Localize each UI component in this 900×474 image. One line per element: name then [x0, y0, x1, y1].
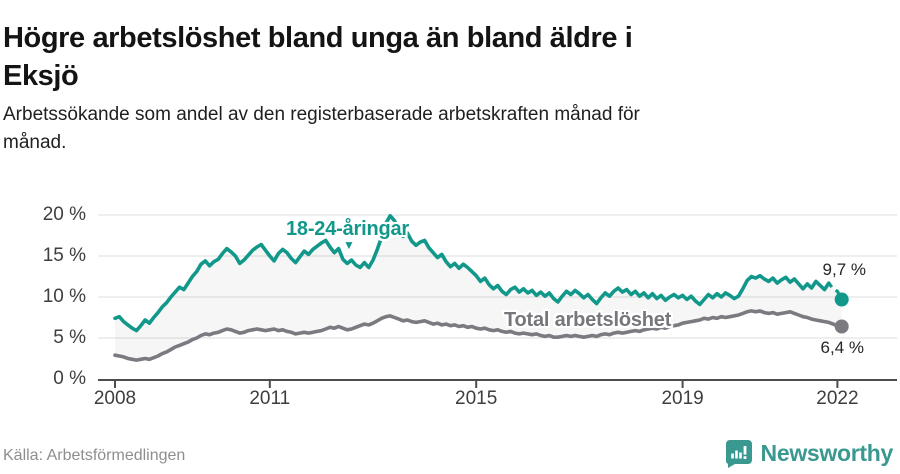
- end-dot-Total arbetslöshet: [834, 319, 849, 334]
- newsworthy-logo-text: Newsworthy: [760, 439, 894, 466]
- logo-bubble-shape: [725, 440, 752, 468]
- page-title-line1: Högre arbetslöshet bland unga än bland ä…: [3, 22, 633, 55]
- end-value-label-youth: 9,7 %: [822, 260, 866, 279]
- line-Total arbetslöshet: [113, 309, 844, 362]
- end-dot-18-24-åringar: [834, 292, 849, 307]
- newsworthy-logo-icon: [725, 440, 752, 468]
- series-label-total: Total arbetslöshet: [504, 309, 672, 331]
- end-value-label-total: 6,4 %: [820, 338, 864, 357]
- line-18-24-åringar: [113, 214, 831, 333]
- page-subtitle: Arbetssökande som andel av den registerb…: [3, 104, 640, 153]
- page-title: Högre arbetslöshet bland unga än bland ä…: [3, 19, 889, 95]
- series-label-youth: 18-24-åringar: [286, 218, 410, 240]
- triangle-down-icon: ▼: [343, 238, 355, 252]
- page-title-line2: Eksjö: [3, 60, 79, 93]
- newsworthy-logo[interactable]: Newsworthy: [724, 438, 893, 468]
- source-credit: Källa: Arbetsförmedlingen: [3, 447, 186, 464]
- line-dashed-tail-18-24-åringar: [827, 282, 844, 301]
- fill-between-series: [115, 215, 842, 361]
